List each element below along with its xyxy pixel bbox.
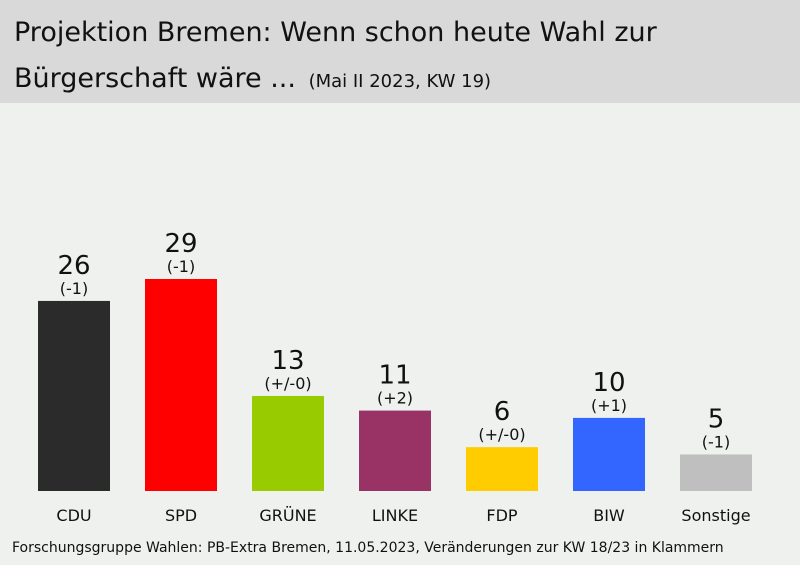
bar-biw [573,417,645,491]
chart-title-line2: Bürgerschaft wäre ... (Mai II 2023, KW 1… [14,63,491,94]
category-label-cdu: CDU [56,506,91,525]
category-label-spd: SPD [165,506,197,525]
chart-title-line2-text: Bürgerschaft wäre ... [14,63,296,94]
category-label-biw: BIW [593,506,625,525]
chart-header: Projektion Bremen: Wenn schon heute Wahl… [0,0,800,103]
bar-chart: 26(-1)CDU29(-1)SPD13(+/-0)GRÜNE11(+2)LIN… [38,229,752,525]
bar-cdu [38,300,110,491]
bar-gruene [252,395,324,491]
chart-title-line1: Projektion Bremen: Wenn schon heute Wahl… [14,17,657,48]
value-label-sonstige: 5 [708,404,725,434]
change-label-sonstige: (-1) [702,432,730,451]
value-label-spd: 29 [164,229,197,259]
change-label-cdu: (-1) [60,279,88,298]
change-label-spd: (-1) [167,257,195,276]
chart-subtitle: (Mai II 2023, KW 19) [308,71,492,92]
category-label-linke: LINKE [372,506,418,525]
value-label-fdp: 6 [494,397,511,427]
bar-spd [145,279,217,491]
category-label-fdp: FDP [486,506,518,525]
source-footnote: Forschungsgruppe Wahlen: PB-Extra Bremen… [12,540,724,556]
category-label-sonstige: Sonstige [681,506,750,525]
change-label-gruene: (+/-0) [264,374,311,393]
change-label-biw: (+1) [591,396,627,415]
bar-sonstige [680,454,752,491]
bar-fdp [466,447,538,491]
category-label-gruene: GRÜNE [259,506,316,525]
bar-linke [359,410,431,491]
change-label-fdp: (+/-0) [478,425,525,444]
value-label-linke: 11 [378,361,411,391]
value-label-cdu: 26 [57,251,90,281]
value-label-gruene: 13 [271,346,304,376]
value-label-biw: 10 [592,368,625,398]
change-label-linke: (+2) [377,389,413,408]
